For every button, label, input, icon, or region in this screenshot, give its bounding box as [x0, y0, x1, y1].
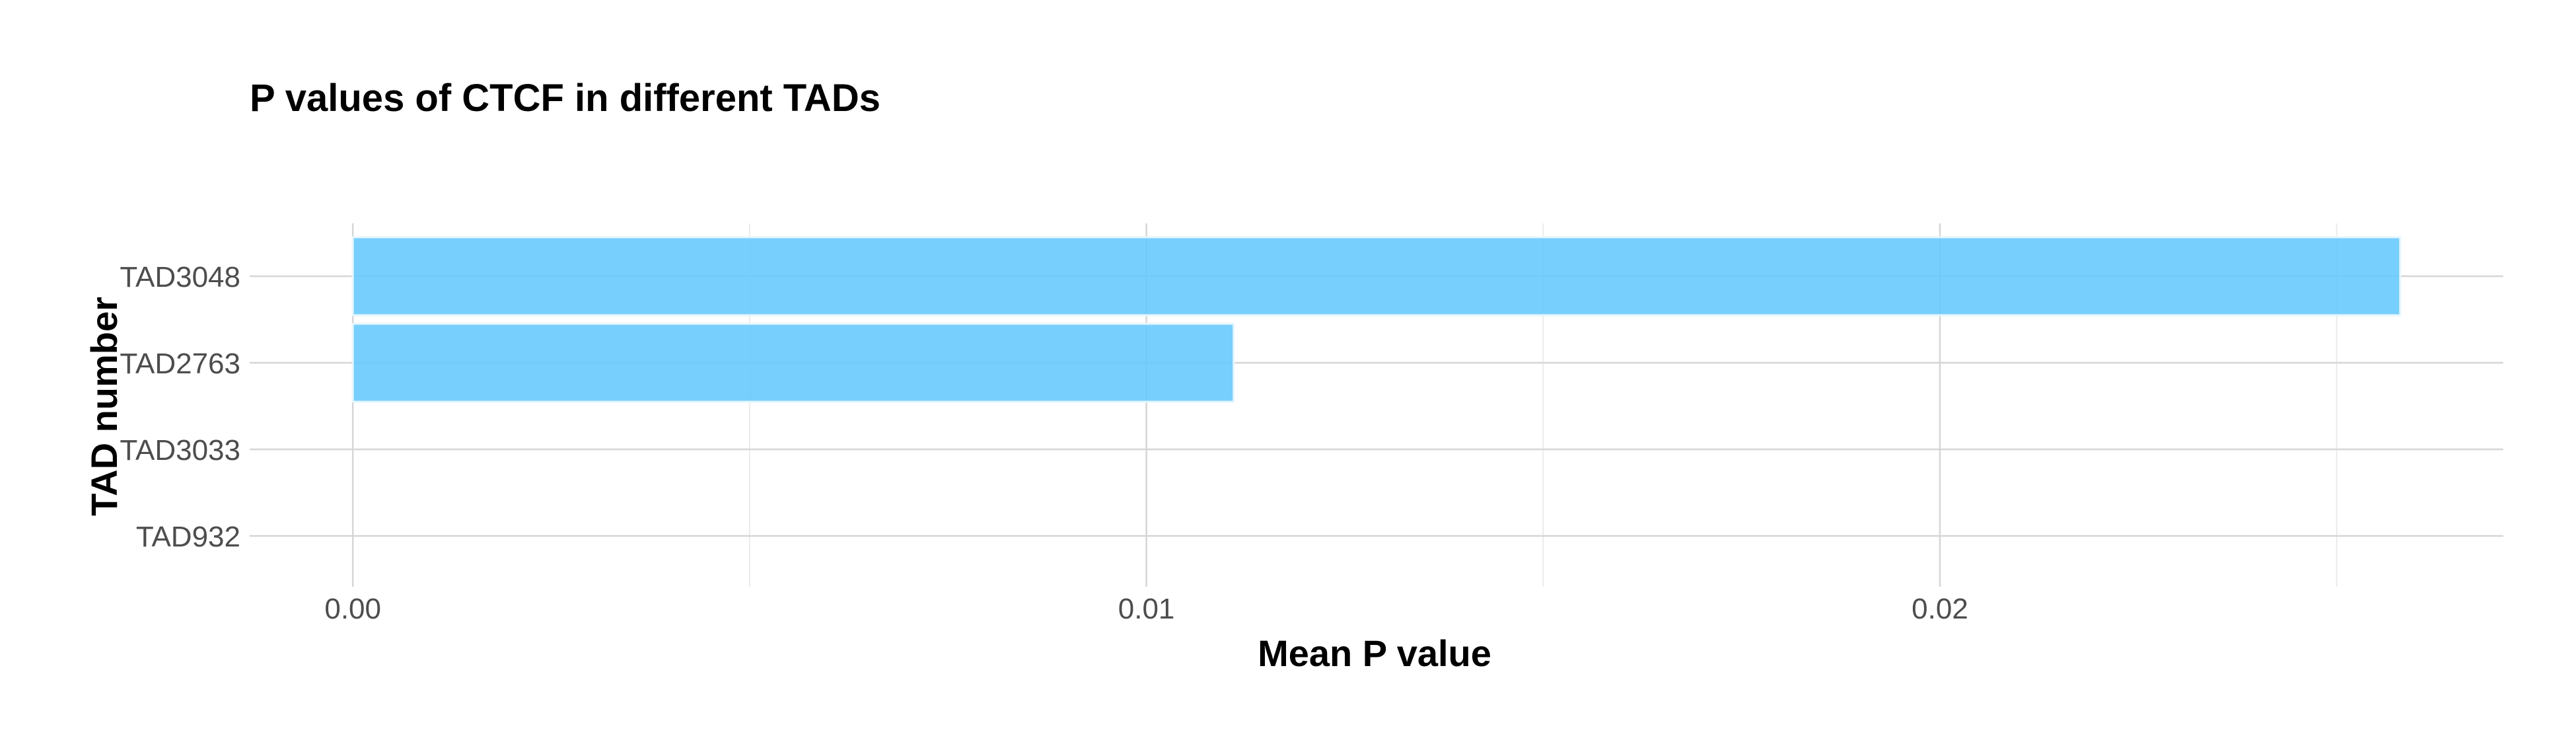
- x-tick-label: 0.00: [324, 593, 381, 625]
- x-axis-title: Mean P value: [1258, 632, 1491, 674]
- y-tick-label: TAD932: [136, 521, 240, 553]
- y-tick-label: TAD2763: [120, 348, 240, 380]
- y-axis-title: TAD number: [83, 297, 125, 516]
- bars: [351, 236, 2402, 403]
- x-tick-label: 0.02: [1912, 593, 1968, 625]
- chart-title: P values of CTCF in different TADs: [250, 77, 880, 120]
- bar-tad2763: [351, 322, 1235, 403]
- y-tick-label: TAD3033: [120, 434, 240, 467]
- x-tick-label: 0.01: [1118, 593, 1175, 625]
- bar-tad3048: [351, 236, 2402, 317]
- x-tick-labels: 0.00 0.01 0.02: [324, 593, 1968, 625]
- y-tick-label: TAD3048: [120, 261, 240, 293]
- y-tick-labels: TAD3048 TAD2763 TAD3033 TAD932: [120, 261, 240, 553]
